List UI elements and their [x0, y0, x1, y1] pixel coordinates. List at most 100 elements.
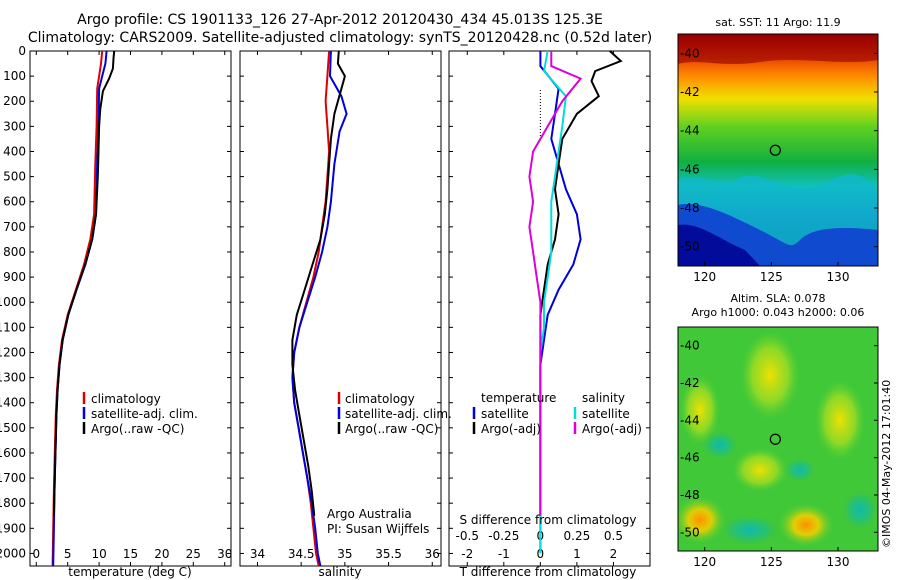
x-tick-label: 34: [250, 547, 265, 561]
legend-label-s-satellite: satellite: [582, 407, 630, 421]
salinity-xlabel: salinity: [318, 565, 361, 579]
legend-label-s-argo: Argo(-adj): [582, 422, 642, 436]
sla-high-anomaly: [732, 448, 788, 492]
legend-title-temperature: temperature: [481, 391, 556, 405]
sla-map-axes: 120 125 130 -40 -42 -44 -46 -48 -50: [680, 339, 878, 569]
sla-low-anomaly: [784, 458, 816, 482]
salinity-panel-frame: [239, 50, 442, 567]
x-tick-label: 15: [123, 547, 138, 561]
temperature-panel-frame: [29, 50, 232, 567]
depth-tick-label: 300: [3, 119, 26, 133]
series-line-temperature-argo: [539, 50, 623, 516]
depth-tick-label: 1400: [0, 396, 26, 410]
series-line-climatology: [51, 50, 104, 567]
temperature-panel: 0 5 10 15 20 25 30: [32, 50, 232, 567]
depth-tick-label: 1000: [0, 295, 26, 309]
x-tick-label: 34.5: [288, 547, 315, 561]
depth-axis: 0100200300400500600700800900100011001200…: [0, 44, 650, 560]
temperature-xlabel: temperature (deg C): [68, 565, 191, 579]
figure-title-line2: Climatology: CARS2009. Satellite-adjuste…: [28, 30, 652, 46]
sla-high-anomaly: [680, 375, 720, 445]
x-tick-label: 25: [186, 547, 201, 561]
sla-high-anomaly: [815, 380, 865, 460]
depth-tick-label: 1100: [0, 320, 26, 334]
figure-title-line1: Argo profile: CS 1901133_126 27-Apr-2012…: [77, 12, 603, 28]
sst-map-frame: [677, 33, 879, 267]
depth-tick-label: 1700: [0, 471, 26, 485]
depth-tick-label: 600: [3, 195, 26, 209]
legend-label-climatology: climatology: [345, 392, 415, 406]
depth-tick-label: 0: [18, 44, 26, 58]
sla-high-anomaly: [740, 330, 800, 420]
series-line-salinity-sal_argo: [528, 51, 583, 516]
sst-map-axes: 120 125 130 -40 -42 -44 -46 -48 -50: [680, 46, 878, 284]
sst-map-title: sat. SST: 11 Argo: 11.9: [715, 16, 840, 29]
sla-low-anomaly: [720, 515, 780, 545]
map-y-tick-label: -48: [680, 488, 700, 502]
sla-low-anomaly: [702, 431, 738, 459]
sla-map-frame: [677, 326, 879, 552]
series-line-temperature-satellite: [539, 51, 582, 554]
x-tick-label: 36: [425, 547, 440, 561]
top-x-tick-label: -0.25: [488, 529, 519, 543]
series-line-satellite: [291, 50, 348, 567]
legend-label-t-satellite: satellite: [481, 407, 529, 421]
temperature-legend: climatology satellite-adj. clim. Argo(..…: [82, 392, 198, 436]
legend-title-salinity: salinity: [582, 391, 625, 405]
depth-tick-label: 1500: [0, 421, 26, 435]
map-y-tick-label: -48: [680, 201, 700, 215]
sla-argo-location-marker: [769, 433, 781, 445]
depth-tick-label: 400: [3, 144, 26, 158]
depth-tick-label: 200: [3, 94, 26, 108]
depth-tick-label: 500: [3, 170, 26, 184]
legend-label-t-argo: Argo(-adj): [481, 422, 541, 436]
map-x-tick-label: 120: [693, 270, 716, 284]
sla-peak-anomaly: [778, 503, 834, 547]
x-tick-label: -1: [498, 547, 510, 561]
x-tick-label: 30: [217, 547, 232, 561]
x-tick-label: 0: [537, 547, 545, 561]
sst-map-field: [678, 34, 878, 266]
series-line-argo: [291, 50, 346, 516]
depth-tick-label: 1800: [0, 496, 26, 510]
depth-tick-label: 900: [3, 270, 26, 284]
salinity-annotation-line2: PI: Susan Wijffels: [327, 522, 429, 536]
depth-tick-label: 1600: [0, 446, 26, 460]
x-tick-label: 5: [64, 547, 72, 561]
depth-tick-label: 800: [3, 245, 26, 259]
sla-peak-anomaly: [678, 496, 726, 544]
depth-tick-label: 1300: [0, 371, 26, 385]
depth-tick-label: 1900: [0, 521, 26, 535]
map-y-tick-label: -46: [680, 162, 700, 176]
map-y-tick-label: -40: [680, 339, 700, 353]
x-tick-label: 1: [573, 547, 581, 561]
map-x-tick-label: 120: [693, 555, 716, 569]
difference-panel: -2 -1 0 1 2-0.5 -0.25 0 0.25 0.5: [456, 50, 623, 566]
salinity-panel: 34 34.5 35 35.5 36: [250, 50, 440, 567]
legend-label-argo: Argo(..raw -QC): [91, 422, 184, 436]
map-y-tick-label: -40: [680, 46, 700, 60]
top-x-tick-label: 0.5: [604, 529, 623, 543]
sst-argo-location-marker: [769, 144, 781, 156]
x-tick-label: 20: [154, 547, 169, 561]
map-y-tick-label: -50: [680, 525, 700, 539]
map-x-tick-label: 125: [760, 270, 783, 284]
map-y-tick-label: -42: [680, 85, 700, 99]
sla-map-field: [678, 327, 878, 551]
map-x-tick-label: 125: [760, 555, 783, 569]
series-line-argo: [52, 50, 116, 516]
map-x-tick-label: 130: [827, 555, 850, 569]
legend-label-climatology: climatology: [91, 392, 161, 406]
depth-tick-label: 1200: [0, 345, 26, 359]
top-x-tick-label: -0.5: [456, 529, 479, 543]
sst-warm-water-region: [678, 34, 878, 64]
salinity-legend: climatology satellite-adj. clim. Argo(..…: [337, 392, 452, 436]
map-y-tick-label: -42: [680, 376, 700, 390]
map-y-tick-label: -46: [680, 451, 700, 465]
depth-tick-label: 2000: [0, 546, 26, 560]
salinity-annotation-line1: Argo Australia: [327, 507, 412, 521]
difference-legend: temperature salinity satellite Argo(-adj…: [472, 391, 642, 436]
sla-low-anomaly: [842, 490, 878, 530]
